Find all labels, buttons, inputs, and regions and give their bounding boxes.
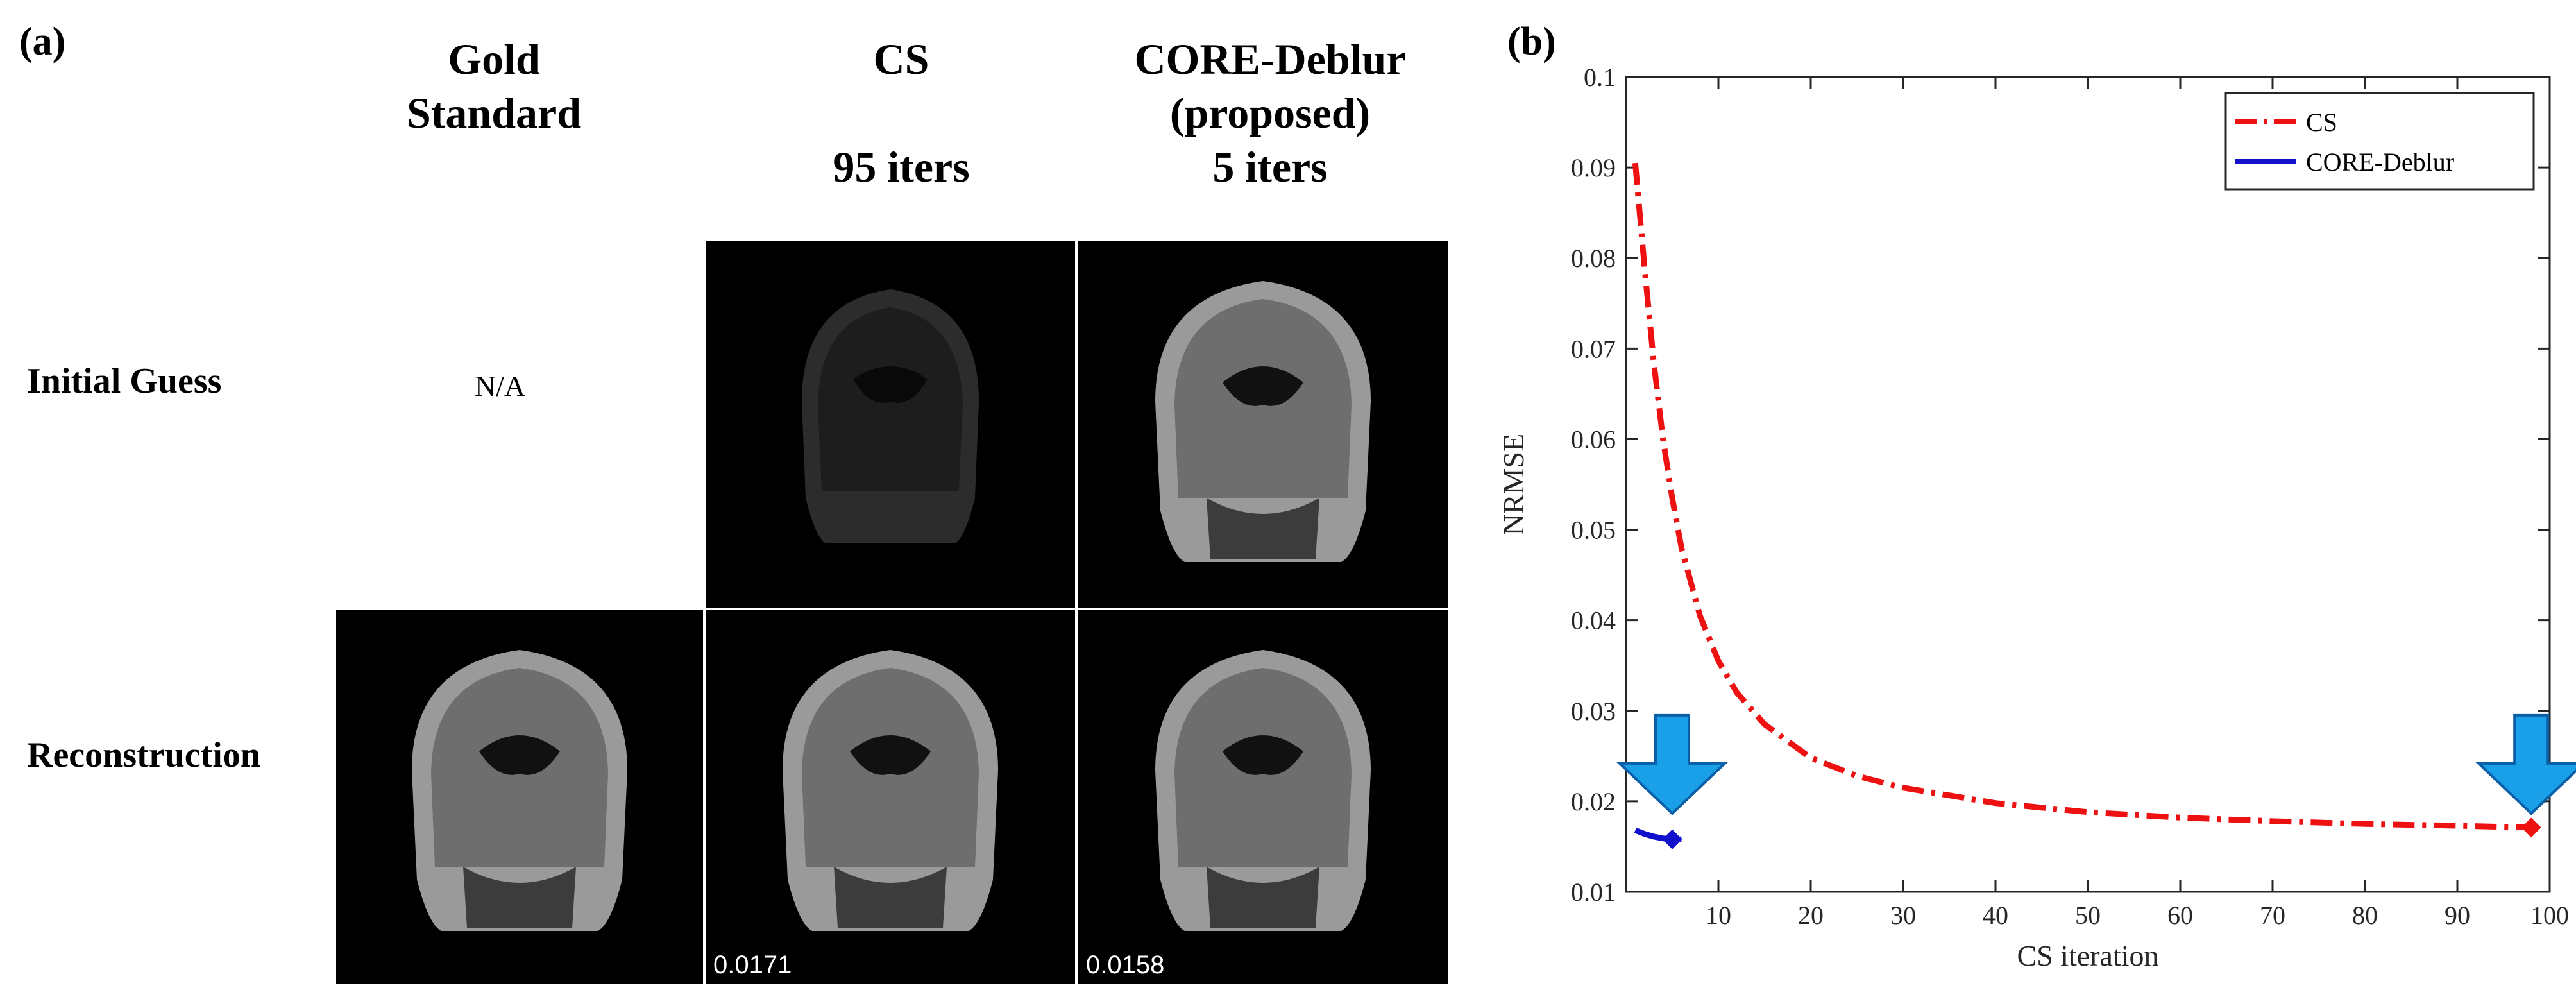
na-placeholder: N/A <box>475 370 526 402</box>
cs-nrmse-value: 0.0171 <box>713 951 792 979</box>
cs-reconstruction-image: 0.0171 <box>706 610 1075 984</box>
x-tick-label: 90 <box>2445 901 2470 930</box>
brain-image <box>1155 650 1371 931</box>
y-tick-label: 0.06 <box>1571 425 1616 454</box>
x-axis-label: CS iteration <box>2017 939 2158 972</box>
cs-initial-guess-image <box>706 241 1075 608</box>
down-arrow-icon <box>1616 713 1729 815</box>
column-header-cs-line3: 95 iters <box>833 142 970 191</box>
core-nrmse-value: 0.0158 <box>1086 951 1165 979</box>
legend-label-core-deblur: CORE-Deblur <box>2306 148 2454 176</box>
legend-box <box>2224 92 2535 191</box>
x-tick-label: 10 <box>1706 901 1731 930</box>
down-arrow-icon <box>2475 713 2576 815</box>
y-tick-label: 0.09 <box>1571 153 1616 182</box>
row-label-initial-guess: Initial Guess <box>27 361 222 401</box>
core-reconstruction-image: 0.0158 <box>1078 610 1448 984</box>
brain-image <box>412 650 627 931</box>
x-tick-label: 70 <box>2260 901 2285 930</box>
panel-b-label: (b) <box>1507 20 1556 64</box>
column-header-core-line2: (proposed) <box>1169 89 1371 137</box>
row-label-reconstruction: Reconstruction <box>27 735 260 775</box>
y-axis-label: NRMSE <box>1497 434 1530 535</box>
gold-reconstruction-image <box>336 610 703 984</box>
x-tick-label: 60 <box>2167 901 2193 930</box>
x-tick-label: 100 <box>2530 901 2569 930</box>
series-marker-cs <box>2521 817 2541 838</box>
y-tick-label: 0.08 <box>1571 244 1616 273</box>
column-header-core: CORE-Deblur (proposed) 5 iters <box>1071 32 1469 194</box>
x-tick-label: 20 <box>1798 901 1824 930</box>
series-marker-core-deblur <box>1662 829 1682 849</box>
column-header-core-line1: CORE-Deblur <box>1134 35 1406 83</box>
x-tick-label: 50 <box>2075 901 2101 930</box>
panel-a-label: (a) <box>19 20 66 64</box>
column-header-cs-line1: CS <box>873 35 929 83</box>
x-tick-label: 40 <box>1983 901 2008 930</box>
brain-image <box>1155 281 1371 562</box>
y-tick-label: 0.01 <box>1571 878 1616 907</box>
y-tick-label: 0.1 <box>1584 63 1616 92</box>
column-header-gold: Gold Standard <box>334 32 654 140</box>
y-tick-label: 0.03 <box>1571 697 1616 726</box>
y-tick-label: 0.07 <box>1571 334 1616 363</box>
column-header-cs: CS 95 iters <box>734 32 1068 194</box>
x-tick-label: 30 <box>1890 901 1916 930</box>
y-tick-label: 0.05 <box>1571 516 1616 545</box>
x-tick-label: 80 <box>2352 901 2378 930</box>
y-tick-label: 0.02 <box>1571 787 1616 816</box>
legend-label-cs: CS <box>2306 108 2337 137</box>
column-header-gold-line2: Standard <box>406 89 582 137</box>
column-header-gold-line1: Gold <box>448 35 540 83</box>
core-initial-guess-image <box>1078 241 1448 608</box>
brain-image-faint <box>802 289 979 543</box>
plot-area <box>1625 76 2551 893</box>
column-header-core-line3: 5 iters <box>1212 142 1328 191</box>
y-tick-label: 0.04 <box>1571 606 1616 635</box>
brain-image <box>783 650 998 931</box>
